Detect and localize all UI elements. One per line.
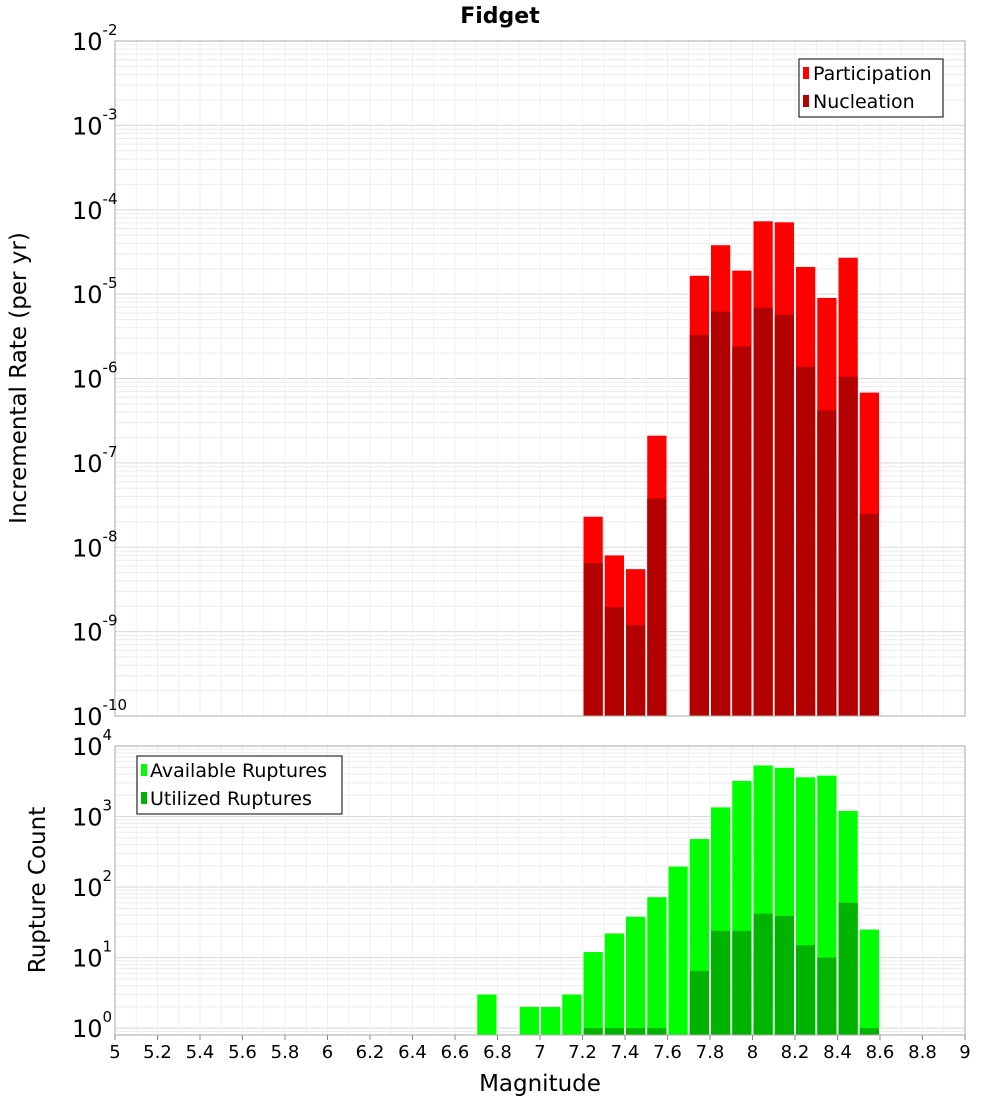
count-primary-bar [626,916,646,1035]
count-primary-bar [541,1006,561,1035]
count-y-tick-label: 103 [72,797,112,832]
rate-secondary-bar [838,376,858,716]
legend-utilized-swatch [141,792,147,804]
rate-secondary-bar [583,563,603,716]
count-plot: 104 103 102 101 100 Available Ruptures Utili… [25,726,971,1097]
rate-y-tick-label: 10-7 [72,443,118,478]
legend-nucleation-label: Nucleation [813,91,915,113]
count-secondary-bar [796,945,816,1035]
x-tick-label: 8.6 [866,1042,895,1063]
x-tick-label: 5.6 [228,1042,257,1063]
rate-secondary-bar [604,607,624,716]
count-primary-bar [519,1006,539,1035]
rate-secondary-bar [796,366,816,716]
count-secondary-bar [604,1028,624,1035]
count-secondary-bar [583,1028,603,1035]
rate-secondary-bar [774,314,794,716]
count-secondary-bar [732,930,752,1035]
rate-y-tick-label: 10-8 [72,527,118,562]
count-secondary-bar [753,913,773,1035]
x-tick-label: 7.4 [611,1042,640,1063]
x-tick-label: 8 [747,1042,758,1063]
rate-secondary-bar [753,307,773,716]
x-tick-label: 6.2 [356,1042,385,1063]
count-secondary-bar [838,902,858,1035]
count-secondary-bar [711,930,731,1035]
count-secondary-bar [774,915,794,1035]
count-secondary-bar [626,1028,646,1035]
x-tick-label: 7 [534,1042,545,1063]
x-tick-label: 7.6 [653,1042,682,1063]
count-primary-bar [477,994,497,1035]
count-y-tick-label: 101 [72,938,112,973]
x-tick-label: 7.2 [568,1042,597,1063]
legend-nucleation-swatch [803,95,809,107]
count-y-axis-label: Rupture Count [25,807,51,973]
rate-y-tick-label: 10-10 [72,696,127,731]
rate-y-tick-label: 10-4 [72,190,118,225]
rate-legend: Participation Nucleation [798,58,944,118]
rate-y-tick-label: 10-5 [72,274,118,309]
rate-y-tick-label: 10-6 [72,359,118,394]
x-axis-label: Magnitude [479,1071,601,1097]
rate-secondary-bar [817,410,837,716]
rate-y-tick-label: 10-3 [72,105,118,140]
count-primary-bar [604,933,624,1035]
rate-secondary-bar [859,513,879,716]
x-tick-label: 6.4 [398,1042,427,1063]
rate-secondary-bar [647,498,667,716]
count-secondary-bar [859,1028,879,1035]
x-tick-label: 5.4 [186,1042,215,1063]
x-tick-label: 5.2 [143,1042,172,1063]
count-primary-bar [562,994,582,1035]
x-tick-label: 6 [322,1042,333,1063]
rate-secondary-bar [732,346,752,716]
rate-secondary-bar [711,311,731,716]
count-secondary-bar [817,957,837,1035]
count-primary-bar [583,952,603,1035]
rate-secondary-bar [689,334,709,716]
legend-participation-swatch [803,67,809,79]
x-tick-label: 7.8 [696,1042,725,1063]
count-legend: Available Ruptures Utilized Ruptures [136,755,343,815]
rate-secondary-bar [626,624,646,716]
count-secondary-bar [689,970,709,1035]
legend-utilized-label: Utilized Ruptures [150,788,312,810]
x-tick-label: 6.6 [441,1042,470,1063]
legend-available-swatch [141,764,147,776]
count-primary-bar [668,866,688,1035]
legend-available-label: Available Ruptures [150,760,327,782]
count-primary-bar [859,929,879,1035]
rate-y-tick-label: 10-9 [72,612,118,647]
count-y-tick-label: 100 [72,1008,112,1043]
x-tick-label: 8.4 [823,1042,852,1063]
rate-plot-frame [114,40,966,717]
x-tick-label: 6.8 [483,1042,512,1063]
count-secondary-bar [647,1028,667,1035]
x-tick-label: 9 [959,1042,970,1063]
rate-y-tick-label: 10-2 [72,21,118,56]
x-tick-label: 5.8 [271,1042,300,1063]
count-primary-bar [647,897,667,1035]
x-tick-label: 8.8 [908,1042,937,1063]
x-tick-label: 5 [109,1042,120,1063]
count-y-tick-label: 102 [72,867,112,902]
count-y-tick-label: 104 [72,726,112,761]
rate-plot: 10-2 10-3 10-4 10-5 10-6 10-7 10-8 10-9 10-10 Pa… [6,21,966,731]
rate-y-axis-label: Incremental Rate (per yr) [6,232,32,524]
x-tick-label: 8.2 [781,1042,810,1063]
legend-participation-label: Participation [813,63,932,85]
chart-title: Fidget [460,4,540,29]
